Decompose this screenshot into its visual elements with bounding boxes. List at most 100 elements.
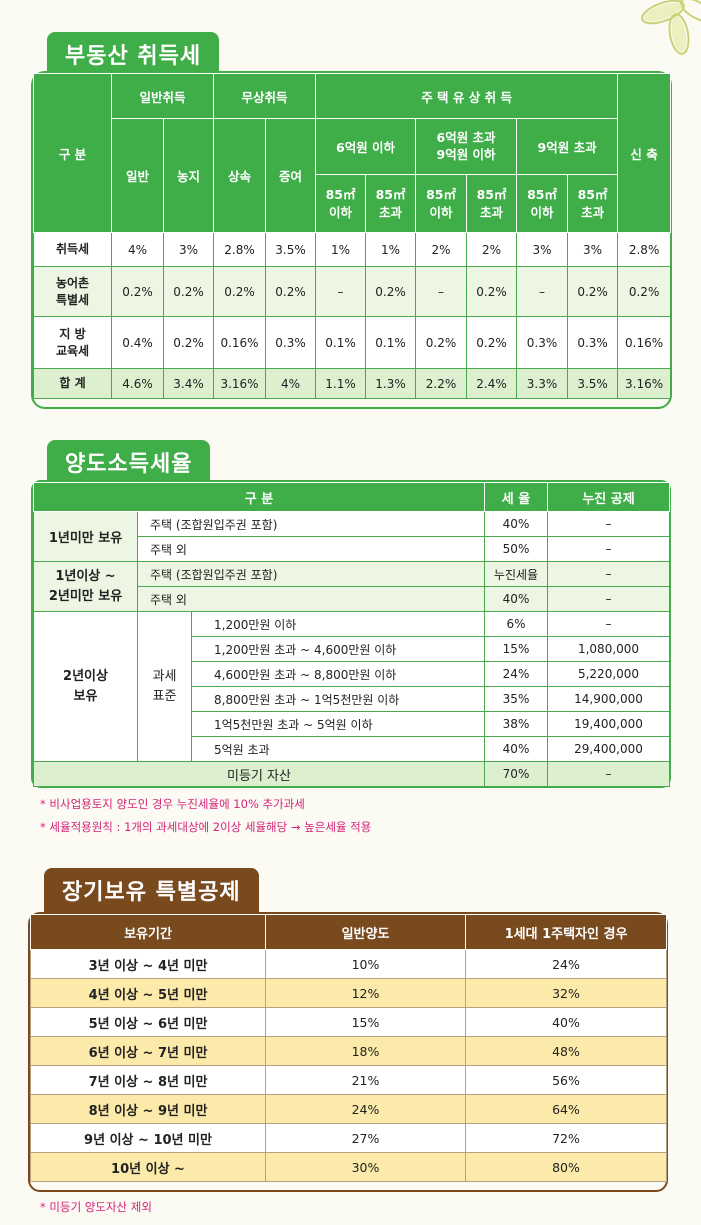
rate-cell: 4% (265, 368, 317, 399)
general-rate-cell: 12% (265, 978, 466, 1008)
item-label: 8,800만원 초과 ~ 1억5천만원 이하 (190, 686, 486, 712)
header-price-band: 6억원 이하 (315, 118, 417, 175)
item-label: 1,200만원 초과 ~ 4,600만원 이하 (190, 636, 486, 662)
period-cell: 4년 이상 ~ 5년 미만 (30, 978, 266, 1008)
period-cell: 3년 이상 ~ 4년 미만 (30, 949, 266, 979)
general-rate-cell: 15% (265, 1007, 466, 1037)
deduction-value: – (547, 586, 671, 612)
table-row: 3년 이상 ~ 4년 미만 10% 24% (30, 949, 667, 979)
item-label: 주택 (조합원입주권 포함) (136, 561, 486, 587)
rate-cell: 2.8% (617, 232, 672, 267)
item-label: 5억원 초과 (190, 736, 486, 762)
rate-value: 40% (484, 736, 549, 762)
rate-cell: 4.6% (111, 368, 164, 399)
long-term-deduction-table: 보유기간 일반양도 1세대 1주택자인 경우 3년 이상 ~ 4년 미만 10% 2… (30, 914, 667, 1182)
item-label: 1,200만원 이하 (190, 611, 486, 637)
item-label: 주택 외 (136, 536, 486, 562)
rate-value: 35% (484, 686, 549, 712)
capital-gains-tax-table: 구 분 세 율 누진 공제 1년미만 보유 주택 (조합원입주권 포함) 40%… (32, 482, 671, 787)
tax-row: 농어촌 특별세 0.2% 0.2% 0.2% 0.2% –0.2% –0.2% –0.2% 0.… (33, 266, 672, 317)
rate-cell: 0.1% (315, 316, 367, 369)
header-category: 구 분 (32, 482, 486, 512)
header-single-home: 1세대 1주택자인 경우 (465, 914, 667, 950)
rate-cell: 0.16% (213, 316, 267, 369)
header-size-band: 85㎡ 초과 (567, 174, 619, 233)
rate-cell: 3.16% (213, 368, 267, 399)
footnote: * 세율적용원칙 : 1개의 과세대상에 2이상 세율해당 → 높은세율 적용 (40, 820, 372, 834)
rate-value: 38% (484, 711, 549, 737)
rate-value: 누진세율 (484, 561, 549, 587)
header-deduction: 누진 공제 (547, 482, 671, 512)
rate-cell: 3.4% (162, 368, 215, 399)
period-cell: 5년 이상 ~ 6년 미만 (30, 1007, 266, 1037)
header-size-band: 85㎡ 이하 (415, 174, 468, 233)
item-label: 1억5천만원 초과 ~ 5억원 이하 (190, 711, 486, 737)
rate-cell: 1.1% (315, 368, 367, 399)
rate-cell: 2.4% (466, 368, 518, 399)
deduction-value: – (547, 561, 671, 587)
single-home-rate-cell: 72% (465, 1123, 667, 1153)
rate-cell: 0.2% (111, 266, 164, 317)
rate-cell: 0.2% (415, 316, 468, 369)
single-home-rate-cell: 56% (465, 1065, 667, 1095)
rate-cell: – (315, 266, 367, 317)
rate-cell: 3% (516, 232, 569, 267)
rate-cell: 0.3% (516, 316, 569, 369)
header-period: 보유기간 (30, 914, 266, 950)
rate-cell: 0.2% (213, 266, 267, 317)
deduction-value: 1,080,000 (547, 636, 671, 662)
deduction-value: – (547, 536, 671, 562)
header-general: 일반취득 (110, 73, 215, 119)
header-size-band: 85㎡ 이하 (315, 174, 367, 233)
rate-cell: – (415, 266, 468, 317)
table-row: 7년 이상 ~ 8년 미만 21% 56% (30, 1065, 667, 1095)
rate-value: 40% (484, 586, 549, 612)
rate-cell: – (516, 266, 569, 317)
header-size-band: 85㎡ 이하 (516, 174, 569, 233)
rate-cell: 3.16% (617, 368, 672, 399)
deduction-value: 5,220,000 (547, 661, 671, 687)
deduction-value: 14,900,000 (547, 686, 671, 712)
header-general-sub: 일반 (111, 118, 164, 233)
single-home-rate-cell: 64% (465, 1094, 667, 1124)
item-label: 주택 외 (136, 586, 486, 612)
rate-value: 50% (484, 536, 549, 562)
rate-cell: 3.3% (516, 368, 569, 399)
rate-cell: 3.5% (265, 232, 317, 267)
footnote: * 미등기 양도자산 제외 (40, 1200, 152, 1214)
rate-cell: 0.3% (265, 316, 317, 369)
section-title-capital-gains-tax: 양도소득세율 (47, 440, 211, 484)
unregistered-asset-label: 미등기 자산 (32, 761, 486, 787)
header-free-sub: 증여 (265, 118, 317, 233)
period-cell: 7년 이상 ~ 8년 미만 (30, 1065, 266, 1095)
single-home-rate-cell: 80% (465, 1152, 667, 1182)
acquisition-tax-table: 구 분 일반취득 무상취득 주 택 유 상 취 득 신 축 일반 농지 상속 증… (33, 73, 672, 399)
section-title-acquisition-tax: 부동산 취득세 (47, 32, 220, 76)
section-title-long-term-deduction: 장기보유 특별공제 (44, 868, 259, 912)
rate-cell: 2% (466, 232, 518, 267)
rate-cell: 0.1% (365, 316, 417, 369)
rate-cell: 0.2% (162, 316, 215, 369)
rate-cell: 0.4% (111, 316, 164, 369)
table-row: 10년 이상 ~30% 80% (30, 1152, 667, 1182)
flower-decoration-icon (641, 0, 701, 55)
header-category: 구 분 (33, 73, 112, 233)
header-general-sub: 농지 (162, 118, 215, 233)
rate-cell: 0.2% (365, 266, 417, 317)
rate-cell: 3% (567, 232, 619, 267)
deduction-value: 19,400,000 (547, 711, 671, 737)
deduction-value: – (547, 511, 671, 537)
rate-value: 6% (484, 611, 549, 637)
row-label: 취득세 (33, 232, 112, 267)
tax-row: 취득세 4% 3% 2.8% 3.5% 1% 1% 2% 2% 3% 3% 2.8% (33, 232, 672, 267)
tax-row: 지 방 교육세 0.4% 0.2% 0.16% 0.3% 0.1% 0.1% 0.2% 0.2%… (33, 316, 672, 369)
period-cell: 6년 이상 ~ 7년 미만 (30, 1036, 266, 1066)
single-home-rate-cell: 40% (465, 1007, 667, 1037)
rate-value: 24% (484, 661, 549, 687)
header-rate: 세 율 (484, 482, 549, 512)
header-general: 일반양도 (265, 914, 466, 950)
rate-cell: 2.8% (213, 232, 267, 267)
table-row: 6년 이상 ~ 7년 미만 18% 48% (30, 1036, 667, 1066)
header-housing: 주 택 유 상 취 득 (315, 73, 619, 119)
rate-cell: 0.2% (265, 266, 317, 317)
